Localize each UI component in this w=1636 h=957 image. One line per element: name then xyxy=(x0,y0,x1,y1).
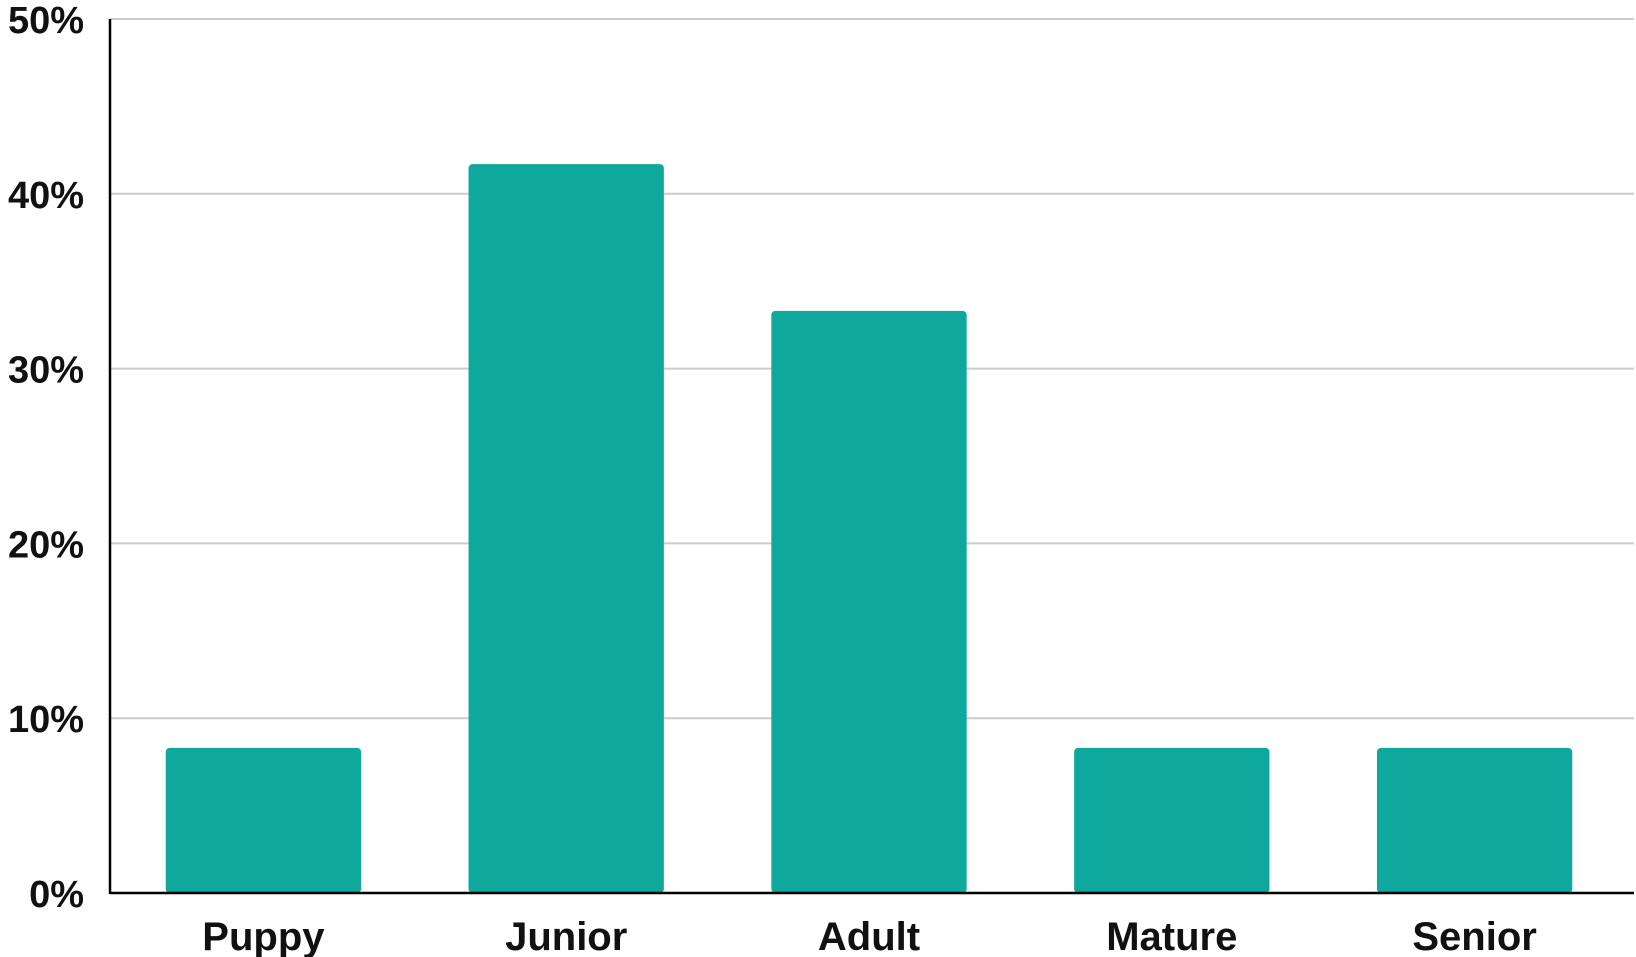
bar-adult xyxy=(771,310,967,893)
bar-senior xyxy=(1376,747,1573,893)
x-tick-label: Adult xyxy=(818,915,920,957)
y-tick-label: 20% xyxy=(8,524,84,566)
y-tick-label: 50% xyxy=(8,0,84,42)
bar-junior xyxy=(468,164,664,894)
x-tick-label: Senior xyxy=(1412,915,1536,957)
y-tick-label: 10% xyxy=(8,699,84,741)
y-tick-labels: 0% 10% 20% 30% 40% 50% xyxy=(8,0,84,916)
bar-mature xyxy=(1074,747,1270,893)
axes xyxy=(108,19,1634,895)
x-tick-label: Puppy xyxy=(202,915,325,957)
y-tick-label: 0% xyxy=(29,874,84,916)
bar-puppy xyxy=(165,747,362,893)
x-tick-label: Junior xyxy=(505,915,627,957)
x-tick-labels: Puppy Junior Adult Mature Senior xyxy=(202,915,1537,957)
x-tick-label: Mature xyxy=(1106,915,1237,957)
y-tick-label: 40% xyxy=(8,175,84,217)
bars xyxy=(165,164,1573,894)
y-tick-label: 30% xyxy=(8,350,84,392)
